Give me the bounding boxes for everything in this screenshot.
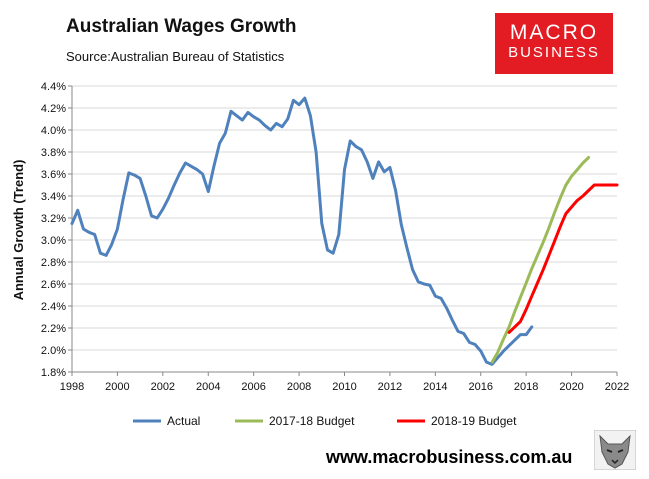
x-tick-label: 2000 [105,381,129,393]
y-tick-label: 2.2% [41,323,66,335]
y-tick-label: 2.8% [41,257,66,269]
x-tick-label: 2014 [423,381,447,393]
logo-line-2: BUSINESS [508,44,600,61]
y-tick-label: 3.6% [41,169,66,181]
y-tick-label: 4.0% [41,125,66,137]
x-tick-label: 2002 [151,381,175,393]
x-tick-label: 2022 [605,381,629,393]
x-tick-label: 2016 [469,381,493,393]
x-tick-label: 2006 [241,381,265,393]
logo-line-1: MACRO [509,21,599,44]
y-tick-label: 3.4% [41,191,66,203]
chart-series [70,96,619,366]
y-tick-label: 2.6% [41,279,66,291]
series-line-2018-19-budget [507,183,619,334]
y-tick-label: 3.8% [41,147,66,159]
footer-url: www.macrobusiness.com.au [326,447,573,467]
wolf-logo-icon [594,430,636,470]
legend-label: 2017-18 Budget [269,414,355,428]
x-tick-label: 2020 [559,381,583,393]
y-axis-label: Annual Growth (Trend) [11,160,26,301]
x-tick-label: 2018 [514,381,538,393]
chart-axes: 1.8% 2.0% 2.2% 2.4% 2.6% 2.8% 3.0% 3.2% 3.4% 3.6%… [41,81,629,393]
y-tick-label: 3.2% [41,213,66,225]
y-tick-label: 2.4% [41,301,66,313]
x-tick-label: 2008 [287,381,311,393]
y-tick-label: 4.2% [41,103,66,115]
y-tick-label: 2.0% [41,345,66,357]
series-line-actual [70,96,534,366]
macrobusiness-logo: MACRO BUSINESS [495,13,613,74]
chart-legend: Actual 2017-18 Budget 2018-19 Budget [133,414,517,428]
x-tick-label: 2012 [378,381,402,393]
legend-label: 2018-19 Budget [431,414,517,428]
y-tick-label: 3.0% [41,235,66,247]
x-tick-label: 1998 [60,381,84,393]
x-tick-label: 2010 [332,381,356,393]
y-tick-label: 1.8% [41,367,66,379]
x-tick-label: 2004 [196,381,220,393]
chart-title: Australian Wages Growth [66,16,297,37]
chart-source: Source:Australian Bureau of Statistics [66,49,285,64]
legend-label: Actual [167,414,200,428]
y-tick-label: 4.4% [41,81,66,93]
series-line-2017-18-budget [490,156,591,364]
